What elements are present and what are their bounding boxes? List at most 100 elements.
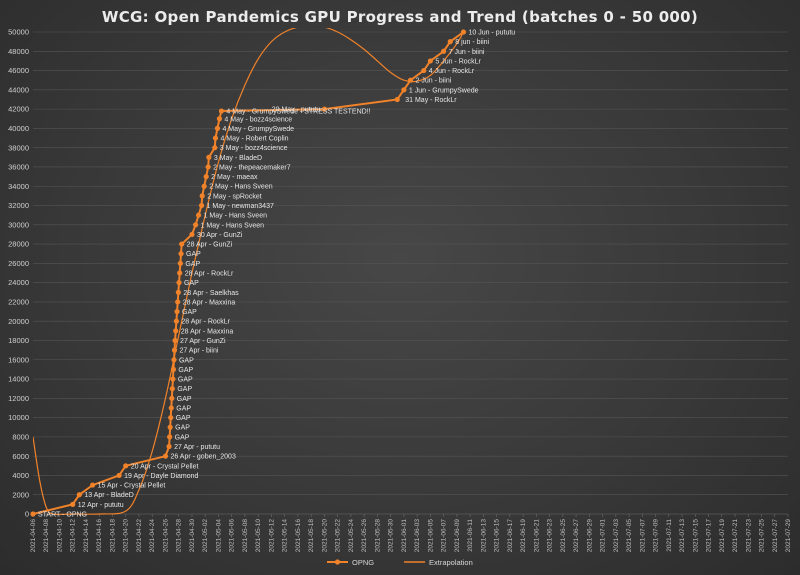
opng-point (170, 376, 176, 382)
data-label: 20 Apr - Crystal Pellet (131, 463, 199, 470)
opng-point (174, 308, 180, 315)
legend-extrapolation-label: Extrapolation (429, 558, 473, 567)
x-tick-label: 2021-06-17 (507, 519, 514, 553)
data-label: 30 Apr - GunZi (197, 232, 243, 239)
data-label: GAP (184, 280, 199, 287)
data-labels: START - OPNG 12 Apr - pututu 13 Apr - Blad… (38, 30, 515, 519)
opng-point (212, 135, 219, 141)
data-label: 19 Apr - Dayle Diamond (124, 473, 198, 480)
x-tick-label: 2021-06-11 (467, 519, 474, 552)
x-tick-label: 2021-05-06 (229, 519, 236, 553)
data-label: 2 May - spRocket (207, 193, 262, 200)
data-label: GAP (185, 261, 200, 268)
opng-point (168, 415, 174, 421)
opng-line (32, 31, 465, 515)
data-label: GAP (176, 405, 191, 412)
x-tick-label: 2021-06-07 (441, 519, 448, 553)
y-tick-label: 30000 (8, 220, 29, 229)
x-tick-label: 2021-07-17 (706, 519, 713, 553)
y-tick-label: 20000 (8, 317, 29, 326)
data-label: GAP (179, 357, 194, 364)
x-tick-label: 2021-04-14 (83, 519, 90, 553)
data-label: 4 May - GrumpySwede (222, 126, 294, 133)
opng-point (116, 472, 122, 479)
x-tick-label: 2021-05-18 (308, 519, 315, 553)
data-label: 12 Apr - pututu (78, 502, 124, 509)
opng-point (76, 492, 82, 498)
opng-point (321, 106, 328, 112)
x-axis-ticks: 2021-04-06 2021-04-08 2021-04-10 2021-04-12… (30, 514, 792, 552)
y-tick-label: 22000 (8, 298, 29, 307)
data-label: 28 Apr - Maxxina (181, 328, 234, 335)
opng-point (176, 280, 182, 286)
opng-point (177, 260, 183, 266)
legend-opng-marker (334, 559, 341, 565)
opng-point (123, 463, 129, 469)
x-tick-label: 2021-05-12 (268, 519, 275, 553)
data-label: 2 May - thepeacemaker7 (213, 164, 291, 171)
data-label: 2 May - maeax (211, 174, 258, 181)
opng-point (171, 357, 177, 363)
x-tick-label: 2021-05-14 (282, 519, 289, 553)
data-label: GAP (178, 367, 193, 374)
data-label: START - OPNG (38, 512, 87, 519)
x-tick-label: 2021-04-12 (70, 519, 77, 553)
data-label: 10 Jun - pututu (468, 30, 515, 37)
x-tick-label: 2021-07-21 (732, 519, 739, 553)
x-tick-label: 2021-04-30 (189, 519, 196, 553)
x-tick-label: 2021-04-20 (123, 519, 130, 553)
opng-point (195, 212, 202, 218)
opng-point (177, 270, 183, 276)
opng-point (178, 251, 184, 257)
opng-point (460, 29, 467, 35)
x-tick-label: 2021-07-01 (600, 519, 607, 553)
y-tick-label: 24000 (8, 278, 29, 287)
x-tick-label: 2021-06-19 (520, 519, 527, 553)
y-tick-label: 14000 (8, 375, 29, 384)
y-tick-label: 2000 (12, 490, 29, 499)
opng-point (175, 289, 181, 295)
x-tick-label: 2021-07-05 (626, 519, 633, 553)
opng-point (167, 424, 173, 430)
data-label: 31 May - RockLr (405, 97, 457, 104)
y-tick-label: 0 (25, 510, 29, 519)
gridlines (33, 31, 788, 515)
y-tick-label: 12000 (8, 394, 29, 403)
y-tick-label: 46000 (8, 66, 29, 75)
data-label: GAP (178, 377, 193, 384)
x-tick-label: 2021-04-28 (176, 519, 183, 553)
data-label: GAP (175, 425, 190, 432)
data-label: GAP (175, 434, 190, 441)
y-tick-label: 16000 (8, 355, 29, 364)
data-label: 1 Jun - GrumpySwede (409, 87, 479, 94)
opng-point (421, 67, 427, 74)
x-tick-label: 2021-05-26 (361, 519, 368, 553)
y-tick-label: 34000 (8, 182, 29, 191)
data-label: 27 Apr - GunZi (180, 338, 226, 345)
opng-point (198, 202, 205, 209)
x-tick-label: 2021-04-22 (136, 519, 143, 553)
extrapolation-line (33, 28, 465, 516)
opng-point (171, 347, 178, 353)
opng-point (216, 116, 223, 122)
opng-point (203, 174, 209, 180)
y-axis-ticks: 0 2000 4000 6000 8000 10000 12000 14000 16000 180… (8, 28, 29, 519)
legend-opng-label: OPNG (352, 558, 374, 567)
opng-point (218, 108, 225, 114)
data-label: GAP (177, 396, 192, 403)
x-tick-label: 2021-06-09 (454, 519, 461, 553)
opng-point (168, 405, 174, 411)
series-layer (30, 28, 467, 517)
data-label: 3 May - BladeD (214, 155, 262, 162)
opng-point (175, 299, 181, 305)
opng-point (192, 222, 199, 228)
opng-point (189, 231, 195, 238)
data-label: 7 Jun - biini (449, 49, 485, 56)
y-tick-label: 36000 (8, 163, 29, 172)
x-tick-label: 2021-07-03 (613, 519, 620, 553)
data-label: 15 Apr - Crystal Pellet (98, 483, 166, 490)
x-tick-label: 2021-07-11 (666, 519, 673, 552)
x-tick-label: 2021-06-01 (401, 519, 408, 553)
y-tick-label: 48000 (8, 47, 29, 56)
opng-point (173, 328, 179, 334)
